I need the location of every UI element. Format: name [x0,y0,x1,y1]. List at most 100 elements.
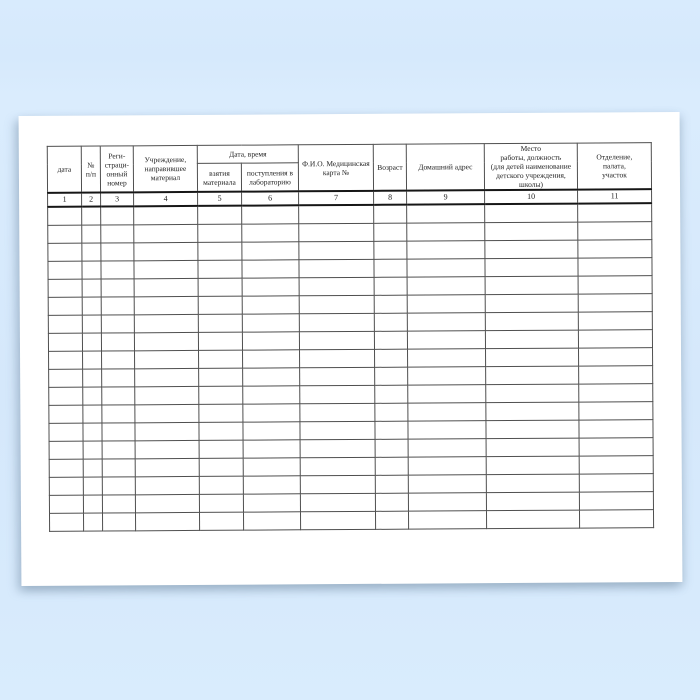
empty-cell [100,260,135,279]
empty-cell [199,439,244,458]
empty-cell [133,223,198,243]
col-number: 5 [197,191,242,206]
empty-cell [485,365,579,385]
empty-cell [374,330,408,349]
empty-cell [198,331,243,350]
empty-cell [375,456,409,475]
empty-cell [242,421,301,440]
empty-cell [374,384,408,403]
empty-cell [485,419,580,439]
empty-cell [81,224,101,243]
empty-cell [407,312,486,331]
empty-cell [298,204,374,224]
header-row-top: дата № п/п Реги- страци- онный номер Учр… [47,142,652,193]
table-header: дата № п/п Реги- страци- онный номер Учр… [47,142,652,207]
empty-cell [47,206,82,225]
empty-cell [82,386,102,405]
empty-cell [243,457,301,476]
empty-cell [82,422,103,441]
empty-cell [81,242,101,261]
empty-cell [484,257,579,277]
empty-cell [484,203,578,223]
empty-cell [485,275,579,295]
empty-cell [198,385,243,404]
empty-cell [101,368,135,387]
empty-cell [577,221,652,240]
empty-cell [408,510,487,529]
empty-cell [406,240,485,259]
col-header-name-card: Ф.И.О. Медицинская карта № [298,144,374,192]
empty-cell [242,331,300,350]
empty-cell [300,438,376,458]
empty-cell [374,402,408,421]
col-number: 3 [100,192,134,207]
empty-cell [579,491,654,510]
empty-cell [374,276,408,295]
registration-table: дата № п/п Реги- страци- онный номер Учр… [47,142,654,531]
empty-cell [299,294,375,314]
journal-page: дата № п/п Реги- страци- онный номер Учр… [18,111,683,587]
empty-cell [406,258,486,277]
empty-cell [102,440,136,459]
empty-cell [198,349,243,368]
empty-cell [578,401,653,420]
empty-cell [199,475,244,494]
empty-cell [578,275,653,294]
col-header-institution: Учреждение, направившее материал [133,145,198,193]
empty-cell [407,330,486,349]
empty-cell [485,383,579,403]
empty-cell [407,348,486,367]
empty-cell [82,314,102,333]
empty-cell [199,511,244,530]
col-number: 1 [47,192,82,207]
empty-cell [408,474,487,493]
empty-cell [101,350,135,369]
empty-cell [48,278,83,297]
empty-cell [374,312,408,331]
empty-cell [134,295,199,315]
empty-cell [300,474,376,494]
empty-cell [241,205,299,224]
empty-cell [484,221,578,241]
empty-cell [577,203,652,222]
empty-cell [375,438,409,457]
empty-cell [577,239,652,258]
empty-cell [298,258,375,278]
empty-cell [242,277,300,296]
empty-cell [485,347,579,367]
empty-cell [241,241,299,260]
empty-cell [408,456,487,475]
empty-cell [133,241,198,261]
col-header-age: Возраст [373,144,407,191]
empty-cell [100,224,134,243]
empty-cell [374,294,408,313]
empty-cell [577,257,653,276]
empty-cell [101,278,135,297]
col-number: 10 [484,189,578,205]
empty-cell [102,458,136,477]
col-number: 6 [241,191,299,206]
empty-cell [579,509,654,528]
empty-cell [242,295,300,314]
empty-cell [579,455,654,474]
empty-cell [374,348,408,367]
empty-cell [407,402,486,421]
empty-cell [241,259,300,278]
empty-cell [486,455,580,475]
empty-cell [242,403,300,422]
empty-cell [47,260,83,279]
empty-cell [374,420,409,439]
empty-cell [197,223,242,242]
empty-cell [83,512,103,531]
empty-cell [49,494,84,513]
empty-cell [300,492,376,512]
empty-cell [299,348,375,368]
col-group-date-time: Дата, время [197,144,299,164]
empty-cell [408,438,487,457]
empty-cell [102,512,136,531]
empty-cell [578,347,653,366]
col-header-reg-number: Реги- страци- онный номер [100,145,134,193]
empty-cell [134,313,199,333]
col-number: 7 [298,190,374,206]
